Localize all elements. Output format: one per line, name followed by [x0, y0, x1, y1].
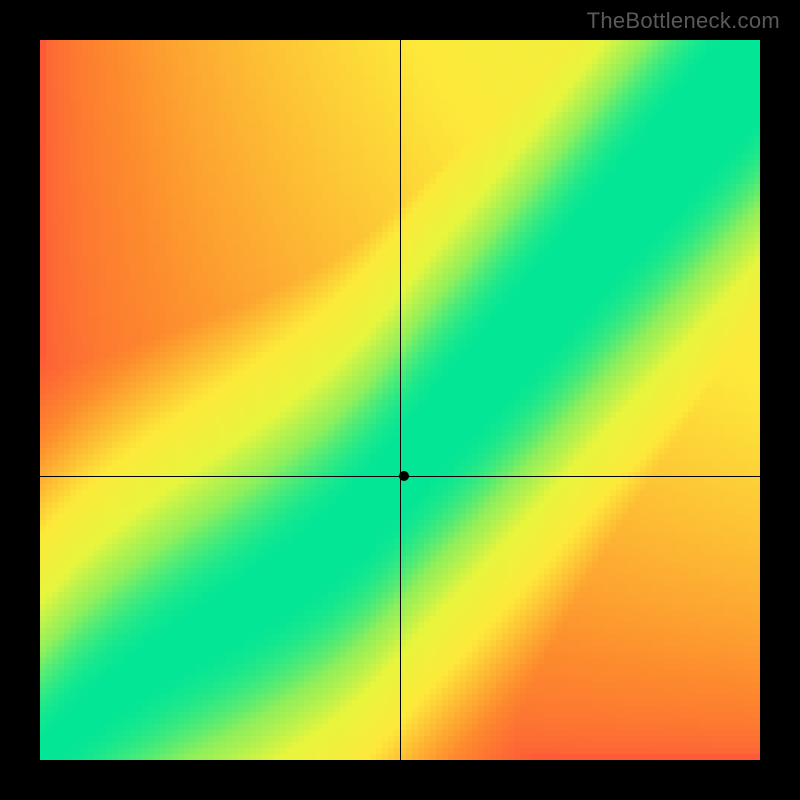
crosshair-vertical	[400, 40, 401, 760]
marker-dot	[399, 471, 409, 481]
watermark-text: TheBottleneck.com	[587, 8, 780, 34]
heatmap-plot	[40, 40, 760, 760]
